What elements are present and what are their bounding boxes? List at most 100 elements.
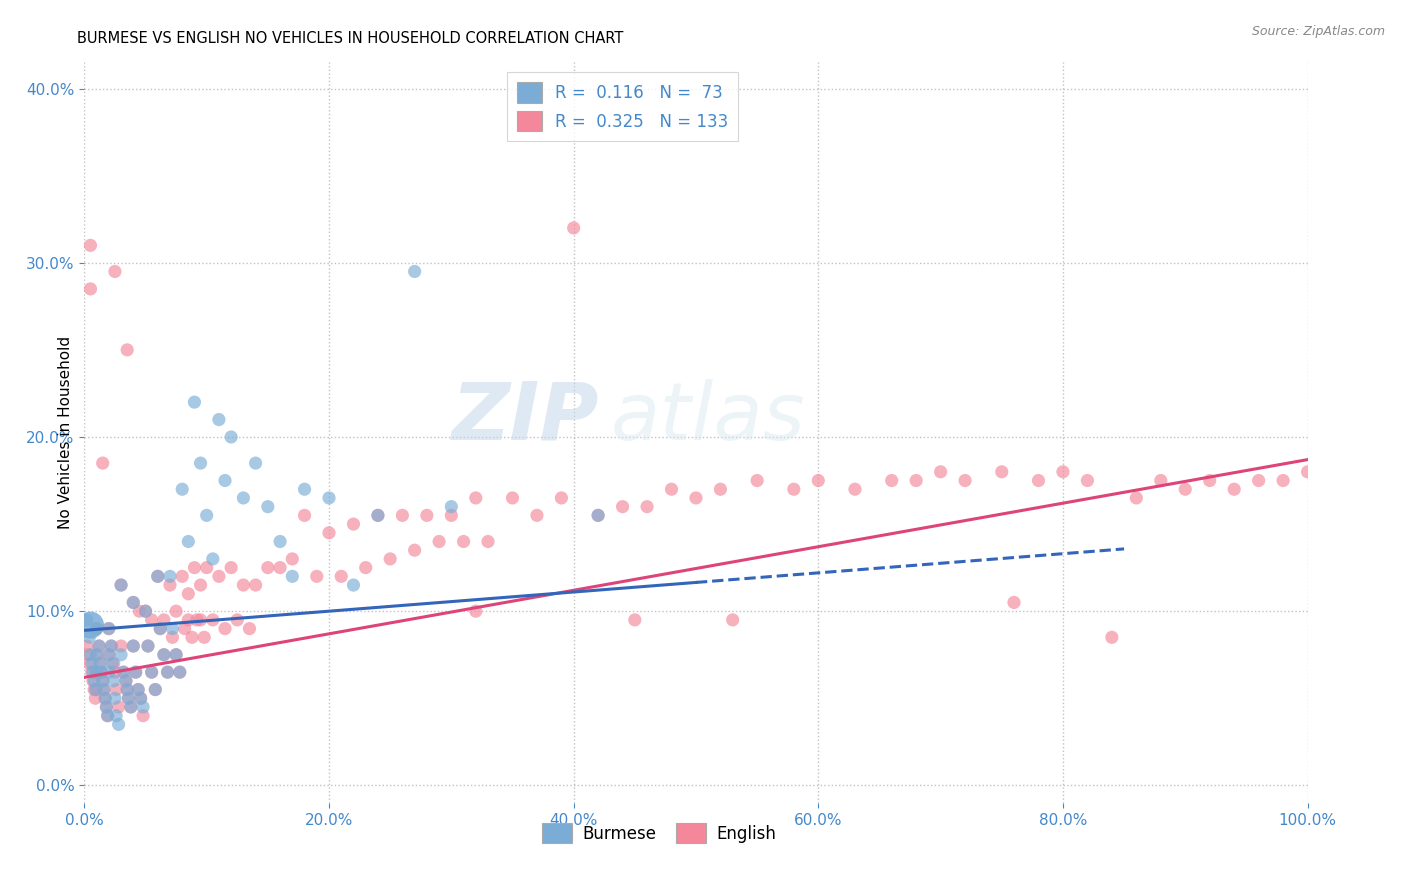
Point: [404, 543, 426, 558]
Point: [105, 708, 128, 723]
Point: [96, 700, 118, 714]
Point: [94, 691, 117, 706]
Point: [162, 622, 184, 636]
Point: [953, 474, 976, 488]
Point: [624, 613, 647, 627]
Point: [141, 665, 163, 680]
Point: [1150, 474, 1173, 488]
Point: [122, 595, 145, 609]
Point: [110, 639, 132, 653]
Point: [91, 673, 114, 688]
Point: [294, 482, 316, 496]
Point: [86, 665, 108, 680]
Point: [318, 491, 340, 505]
Point: [214, 474, 236, 488]
Point: [880, 474, 903, 488]
Point: [94, 691, 117, 706]
Point: [82, 665, 104, 680]
Point: [97, 708, 120, 723]
Point: [136, 639, 159, 653]
Point: [844, 482, 866, 496]
Point: [464, 604, 486, 618]
Point: [257, 500, 280, 514]
Point: [110, 648, 132, 662]
Point: [162, 630, 184, 644]
Point: [143, 682, 166, 697]
Point: [747, 474, 769, 488]
Point: [105, 682, 128, 697]
Point: [153, 648, 176, 662]
Point: [281, 569, 304, 583]
Point: [526, 508, 548, 523]
Point: [172, 482, 194, 496]
Point: [91, 673, 114, 688]
Point: [427, 534, 450, 549]
Point: [562, 221, 585, 235]
Point: [177, 534, 200, 549]
Point: [86, 622, 108, 636]
Point: [115, 673, 138, 688]
Point: [129, 691, 152, 706]
Point: [586, 508, 609, 523]
Point: [93, 682, 115, 697]
Point: [77, 657, 100, 671]
Point: [612, 500, 634, 514]
Point: [127, 682, 149, 697]
Point: [135, 604, 157, 618]
Point: [269, 560, 291, 574]
Point: [80, 665, 103, 680]
Point: [1296, 465, 1319, 479]
Point: [709, 482, 731, 496]
Point: [84, 691, 107, 706]
Point: [86, 682, 108, 697]
Point: [97, 622, 120, 636]
Legend: Burmese, English: Burmese, English: [536, 816, 783, 850]
Text: ZIP: ZIP: [451, 379, 598, 457]
Point: [177, 613, 200, 627]
Point: [305, 569, 328, 583]
Point: [172, 569, 194, 583]
Point: [257, 560, 280, 574]
Point: [416, 508, 439, 523]
Point: [86, 622, 108, 636]
Point: [112, 665, 135, 680]
Point: [82, 673, 104, 688]
Point: [107, 700, 129, 714]
Point: [79, 648, 101, 662]
Point: [183, 560, 205, 574]
Point: [404, 264, 426, 278]
Point: [1198, 474, 1220, 488]
Point: [149, 622, 172, 636]
Point: [125, 665, 148, 680]
Point: [96, 700, 118, 714]
Point: [129, 691, 152, 706]
Point: [586, 508, 609, 523]
Point: [453, 534, 475, 549]
Point: [214, 622, 236, 636]
Text: atlas: atlas: [610, 379, 806, 457]
Point: [122, 639, 145, 653]
Point: [1002, 595, 1025, 609]
Point: [135, 604, 157, 618]
Point: [77, 630, 100, 644]
Point: [104, 665, 127, 680]
Point: [80, 657, 103, 671]
Point: [367, 508, 389, 523]
Point: [156, 665, 179, 680]
Point: [87, 639, 110, 653]
Point: [83, 673, 105, 688]
Point: [153, 648, 176, 662]
Point: [440, 500, 463, 514]
Point: [120, 700, 142, 714]
Point: [110, 578, 132, 592]
Point: [226, 613, 249, 627]
Point: [83, 682, 105, 697]
Point: [502, 491, 524, 505]
Point: [125, 665, 148, 680]
Point: [190, 613, 212, 627]
Point: [342, 578, 364, 592]
Point: [146, 569, 169, 583]
Point: [783, 482, 806, 496]
Point: [127, 682, 149, 697]
Point: [101, 657, 124, 671]
